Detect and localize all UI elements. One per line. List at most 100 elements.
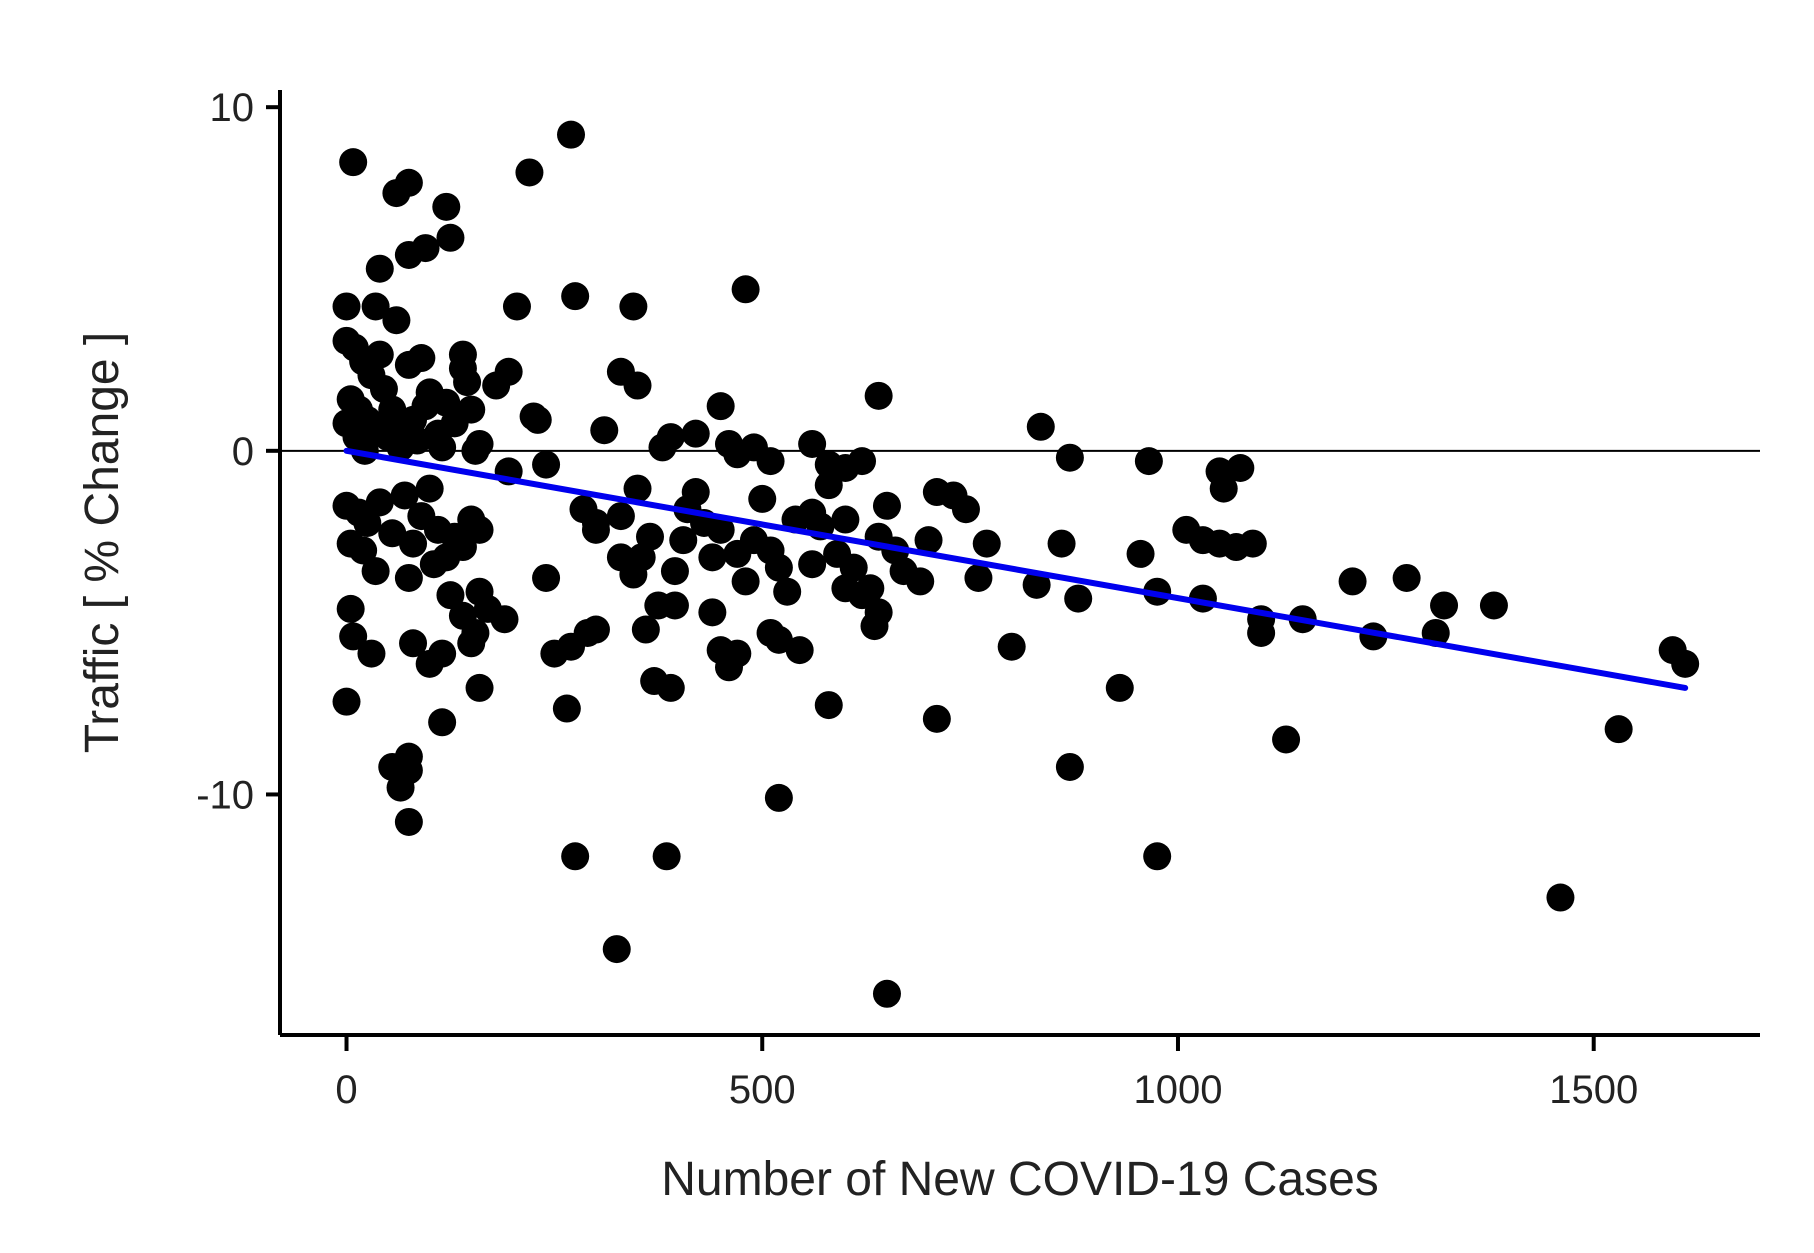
data-point: [365, 488, 394, 517]
data-point: [332, 292, 361, 321]
x-tick-label: 1000: [1133, 1068, 1222, 1112]
data-point: [399, 629, 428, 658]
x-axis-title: Number of New COVID-19 Cases: [661, 1153, 1379, 1206]
y-tick-label: 0: [232, 430, 254, 474]
data-point: [532, 450, 561, 479]
data-point: [656, 673, 685, 702]
data-point: [557, 120, 586, 149]
data-point: [623, 371, 652, 400]
data-point: [336, 594, 365, 623]
data-point: [1338, 567, 1367, 596]
data-point: [785, 636, 814, 665]
data-point: [532, 563, 561, 592]
data-point: [764, 553, 793, 582]
data-point: [848, 447, 877, 476]
data-point: [394, 807, 423, 836]
x-axis-ticks: 0 500 1000 1500: [335, 1035, 1638, 1112]
data-point: [606, 502, 635, 531]
data-point: [656, 423, 685, 452]
data-point: [353, 508, 382, 537]
data-point: [428, 639, 457, 668]
data-point: [681, 478, 710, 507]
data-point: [1134, 447, 1163, 476]
data-point: [1026, 412, 1055, 441]
data-point: [502, 292, 531, 321]
data-point: [349, 536, 378, 565]
data-point: [602, 935, 631, 964]
data-point: [523, 405, 552, 434]
data-point: [382, 412, 411, 441]
data-point: [814, 471, 843, 500]
trend-line: [343, 447, 1689, 691]
data-point: [428, 433, 457, 462]
data-point: [482, 371, 511, 400]
data-points: [332, 120, 1700, 1008]
data-point: [1209, 474, 1238, 503]
data-point: [432, 192, 461, 221]
data-point: [515, 158, 544, 187]
data-point: [964, 563, 993, 592]
data-point: [1604, 715, 1633, 744]
data-point: [1671, 649, 1700, 678]
data-point: [382, 306, 411, 335]
data-point: [590, 416, 619, 445]
data-point: [394, 350, 423, 379]
data-point: [906, 567, 935, 596]
y-axis-ticks: -10 0 10: [196, 86, 280, 817]
data-point: [1022, 570, 1051, 599]
data-point: [1272, 725, 1301, 754]
data-point: [764, 783, 793, 812]
data-point: [465, 515, 494, 544]
data-point: [756, 447, 785, 476]
data-point: [669, 526, 698, 555]
data-point: [440, 409, 469, 438]
data-point: [1143, 842, 1172, 871]
data-point: [731, 275, 760, 304]
data-point: [706, 515, 735, 544]
data-point: [706, 392, 735, 421]
data-point: [1392, 563, 1421, 592]
data-point: [1546, 883, 1575, 912]
data-point: [1226, 454, 1255, 482]
data-point: [394, 563, 423, 592]
data-point: [1055, 443, 1084, 472]
data-point: [1430, 591, 1459, 620]
data-point: [339, 622, 368, 651]
data-point: [399, 529, 428, 558]
data-point: [382, 179, 411, 208]
data-point: [872, 491, 901, 520]
data-point: [997, 632, 1026, 661]
y-axis-title: Traffic [ % Change ]: [76, 332, 129, 754]
data-point: [660, 557, 689, 586]
data-point: [1479, 591, 1508, 620]
data-point: [465, 673, 494, 702]
data-point: [856, 574, 885, 603]
x-tick-label: 500: [729, 1068, 796, 1112]
data-point: [415, 474, 444, 503]
data-point: [814, 691, 843, 720]
data-point: [606, 543, 635, 572]
data-point: [1064, 584, 1093, 613]
data-point: [419, 550, 448, 579]
data-point: [394, 742, 423, 771]
data-point: [922, 704, 951, 733]
data-point: [764, 625, 793, 654]
data-point: [1105, 673, 1134, 702]
data-point: [453, 368, 482, 397]
data-point: [723, 639, 752, 668]
data-point: [428, 708, 457, 737]
data-point: [365, 254, 394, 283]
data-point: [623, 474, 652, 503]
x-tick-label: 0: [335, 1068, 357, 1112]
data-point: [972, 529, 1001, 558]
data-point: [748, 484, 777, 513]
data-point: [698, 598, 727, 627]
data-point: [357, 639, 386, 668]
data-point: [864, 381, 893, 410]
data-point: [448, 533, 477, 562]
data-point: [636, 522, 664, 551]
data-point: [652, 842, 681, 871]
data-point: [872, 979, 901, 1008]
